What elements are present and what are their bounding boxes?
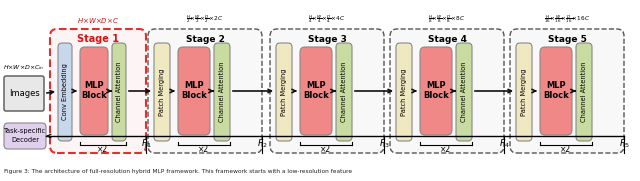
- Text: Stage 5: Stage 5: [548, 35, 586, 43]
- Text: Stage 1: Stage 1: [77, 34, 119, 44]
- FancyBboxPatch shape: [540, 47, 572, 135]
- FancyBboxPatch shape: [154, 43, 170, 141]
- FancyBboxPatch shape: [4, 123, 46, 149]
- Text: MLP: MLP: [426, 81, 446, 90]
- Text: MLP: MLP: [306, 81, 326, 90]
- FancyBboxPatch shape: [576, 43, 592, 141]
- Text: $\frac{H}{4}$×$\frac{W}{4}$×$\frac{D}{4}$×4$C$: $\frac{H}{4}$×$\frac{W}{4}$×$\frac{D}{4}…: [308, 13, 346, 25]
- FancyBboxPatch shape: [270, 29, 384, 153]
- FancyBboxPatch shape: [58, 43, 72, 141]
- Text: Patch Merging: Patch Merging: [159, 68, 165, 116]
- FancyBboxPatch shape: [214, 43, 230, 141]
- FancyBboxPatch shape: [396, 43, 412, 141]
- FancyBboxPatch shape: [148, 29, 262, 153]
- Text: Block: Block: [303, 92, 329, 100]
- FancyBboxPatch shape: [420, 47, 452, 135]
- Text: $\frac{H}{8}$×$\frac{W}{8}$×$\frac{D}{8}$×8$C$: $\frac{H}{8}$×$\frac{W}{8}$×$\frac{D}{8}…: [428, 13, 465, 25]
- Text: Images: Images: [8, 89, 40, 98]
- FancyBboxPatch shape: [510, 29, 624, 153]
- Text: $\frac{H}{16}$×$\frac{W}{16}$×$\frac{D}{16}$×16$C$: $\frac{H}{16}$×$\frac{W}{16}$×$\frac{D}{…: [544, 13, 590, 25]
- Text: Patch Merging: Patch Merging: [281, 68, 287, 116]
- FancyBboxPatch shape: [50, 29, 146, 153]
- FancyBboxPatch shape: [178, 47, 210, 135]
- Text: Channel Attention: Channel Attention: [341, 62, 347, 122]
- Text: Channel Attention: Channel Attention: [461, 62, 467, 122]
- Text: Stage 2: Stage 2: [186, 35, 225, 43]
- FancyBboxPatch shape: [516, 43, 532, 141]
- Text: Stage 3: Stage 3: [308, 35, 346, 43]
- FancyBboxPatch shape: [390, 29, 504, 153]
- FancyBboxPatch shape: [336, 43, 352, 141]
- Text: $F_2$: $F_2$: [257, 138, 268, 150]
- FancyBboxPatch shape: [276, 43, 292, 141]
- Text: MLP: MLP: [546, 81, 566, 90]
- FancyBboxPatch shape: [456, 43, 472, 141]
- Text: ×2: ×2: [321, 144, 332, 153]
- Text: $H$×$W$×$D$×$C$: $H$×$W$×$D$×$C$: [77, 16, 119, 25]
- Text: ×2: ×2: [198, 144, 209, 153]
- Text: $H$×$W$×$D$×$C_{in}$: $H$×$W$×$D$×$C_{in}$: [3, 63, 45, 72]
- Text: Decoder: Decoder: [11, 137, 39, 143]
- Text: Figure 3: The architecture of full-resolution hybrid MLP framework. This framewo: Figure 3: The architecture of full-resol…: [4, 169, 352, 174]
- Text: Block: Block: [181, 92, 207, 100]
- Text: Patch Merging: Patch Merging: [401, 68, 407, 116]
- Text: $F_1$: $F_1$: [141, 138, 151, 150]
- FancyBboxPatch shape: [80, 47, 108, 135]
- FancyBboxPatch shape: [112, 43, 126, 141]
- Text: Block: Block: [81, 92, 107, 100]
- Text: Stage 4: Stage 4: [428, 35, 467, 43]
- Text: Channel Attention: Channel Attention: [116, 62, 122, 122]
- Text: Block: Block: [543, 92, 569, 100]
- Text: $F_3$: $F_3$: [379, 138, 389, 150]
- Text: Channel Attention: Channel Attention: [219, 62, 225, 122]
- Text: Channel Attention: Channel Attention: [581, 62, 587, 122]
- Text: ×2: ×2: [561, 144, 572, 153]
- Text: MLP: MLP: [184, 81, 204, 90]
- FancyBboxPatch shape: [300, 47, 332, 135]
- Text: $\frac{H}{2}$×$\frac{W}{2}$×$\frac{D}{2}$×2$C$: $\frac{H}{2}$×$\frac{W}{2}$×$\frac{D}{2}…: [186, 13, 223, 25]
- Text: MLP: MLP: [84, 81, 104, 90]
- Text: Conv Embedding: Conv Embedding: [62, 64, 68, 120]
- Text: ×2: ×2: [97, 144, 109, 153]
- Text: Patch Merging: Patch Merging: [521, 68, 527, 116]
- Text: Task-specific: Task-specific: [4, 128, 46, 134]
- Text: $F_5$: $F_5$: [619, 138, 629, 150]
- Text: Block: Block: [423, 92, 449, 100]
- Text: $F_4$: $F_4$: [499, 138, 509, 150]
- FancyBboxPatch shape: [4, 76, 44, 111]
- Text: ×2: ×2: [440, 144, 452, 153]
